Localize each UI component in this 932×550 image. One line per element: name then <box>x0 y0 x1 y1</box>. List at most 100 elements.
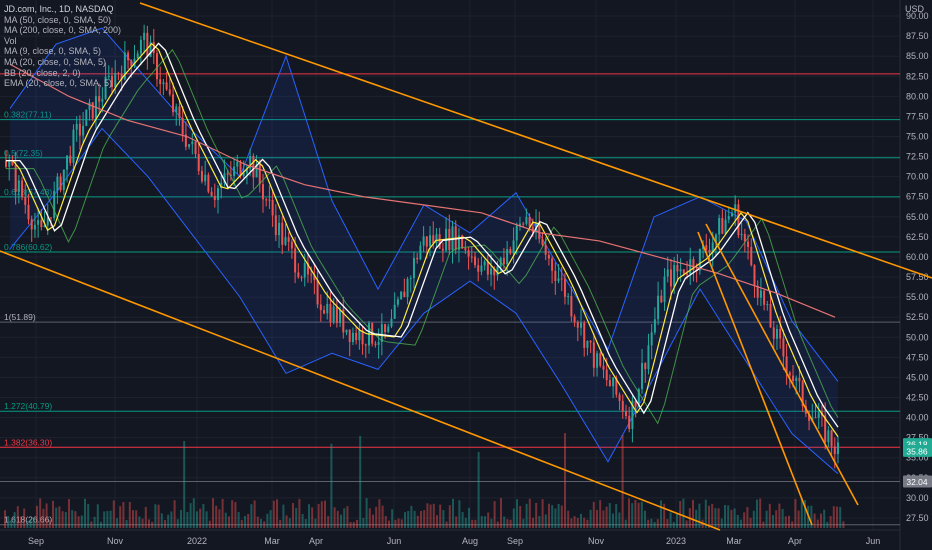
candle-body[interactable] <box>425 236 428 247</box>
trend-channel-line[interactable] <box>697 231 813 526</box>
candle-body[interactable] <box>387 326 390 333</box>
candle-body[interactable] <box>412 257 415 279</box>
candle-body[interactable] <box>509 249 512 254</box>
candle-body[interactable] <box>104 76 107 99</box>
candle-body[interactable] <box>467 250 470 257</box>
candle-body[interactable] <box>679 269 682 272</box>
candle-body[interactable] <box>91 102 94 119</box>
candle-body[interactable] <box>782 338 785 357</box>
candle-body[interactable] <box>107 76 110 78</box>
candle-body[interactable] <box>287 237 290 242</box>
candle-body[interactable] <box>779 328 782 339</box>
candle-body[interactable] <box>544 244 547 255</box>
candle-body[interactable] <box>563 278 566 297</box>
candle-body[interactable] <box>355 332 358 341</box>
candle-body[interactable] <box>168 89 171 95</box>
candle-body[interactable] <box>197 154 200 171</box>
candle-body[interactable] <box>290 241 293 249</box>
candle-body[interactable] <box>326 303 329 314</box>
candle-body[interactable] <box>75 123 78 130</box>
candle-body[interactable] <box>589 340 592 343</box>
candle-body[interactable] <box>245 168 248 174</box>
candle-body[interactable] <box>88 102 91 110</box>
candle-body[interactable] <box>660 295 663 303</box>
trend-channel-line[interactable] <box>139 2 932 279</box>
candle-body[interactable] <box>11 161 14 166</box>
candle-body[interactable] <box>310 274 313 276</box>
candle-body[interactable] <box>255 164 258 178</box>
legend-line[interactable]: EMA (20, close, 0, SMA, 5) <box>4 78 113 89</box>
candle-body[interactable] <box>409 278 412 280</box>
candle-body[interactable] <box>756 285 759 298</box>
candle-body[interactable] <box>759 290 762 298</box>
candle-body[interactable] <box>795 377 798 381</box>
candle-body[interactable] <box>284 237 287 245</box>
candle-body[interactable] <box>647 345 650 370</box>
candle-body[interactable] <box>159 79 162 85</box>
bollinger-lower[interactable] <box>9 127 839 475</box>
candle-body[interactable] <box>281 222 284 245</box>
candle-body[interactable] <box>85 109 88 126</box>
candle-body[interactable] <box>599 353 602 366</box>
candle-body[interactable] <box>570 295 573 317</box>
candle-body[interactable] <box>824 415 827 443</box>
candle-body[interactable] <box>213 195 216 200</box>
candle-body[interactable] <box>628 415 631 429</box>
candle-body[interactable] <box>663 276 666 303</box>
candle-body[interactable] <box>33 224 36 230</box>
candle-body[interactable] <box>480 265 483 272</box>
candle-body[interactable] <box>111 76 114 88</box>
candle-body[interactable] <box>686 273 689 275</box>
candle-body[interactable] <box>348 329 351 343</box>
candle-body[interactable] <box>194 141 197 155</box>
candle-body[interactable] <box>152 42 155 54</box>
candle-body[interactable] <box>14 165 17 193</box>
candle-body[interactable] <box>554 270 557 281</box>
candle-body[interactable] <box>165 82 168 90</box>
candle-body[interactable] <box>40 220 43 228</box>
candle-body[interactable] <box>506 249 509 265</box>
candle-body[interactable] <box>637 389 640 407</box>
candle-body[interactable] <box>27 204 30 220</box>
legend-line[interactable]: MA (200, close, 0, SMA, 200) <box>4 25 122 36</box>
candle-body[interactable] <box>149 42 152 57</box>
candle-body[interactable] <box>297 272 300 278</box>
ma9-line[interactable] <box>6 42 839 437</box>
candle-body[interactable] <box>155 53 158 80</box>
candle-body[interactable] <box>734 204 737 213</box>
candle-body[interactable] <box>339 309 342 323</box>
candle-body[interactable] <box>714 234 717 243</box>
candle-body[interactable] <box>306 263 309 275</box>
candle-body[interactable] <box>477 265 480 272</box>
candle-body[interactable] <box>258 164 261 185</box>
candle-body[interactable] <box>271 199 274 216</box>
candle-body[interactable] <box>323 310 326 314</box>
candle-body[interactable] <box>464 248 467 251</box>
candle-body[interactable] <box>657 295 660 320</box>
candle-body[interactable] <box>56 176 59 191</box>
candle-body[interactable] <box>522 223 525 225</box>
candle-body[interactable] <box>438 234 441 249</box>
candle-body[interactable] <box>114 73 117 88</box>
trend-channel-line[interactable] <box>705 223 859 506</box>
candle-body[interactable] <box>531 226 534 233</box>
candle-body[interactable] <box>384 324 387 333</box>
candle-body[interactable] <box>30 219 33 230</box>
candle-body[interactable] <box>233 166 236 176</box>
candle-body[interactable] <box>374 343 377 345</box>
candle-body[interactable] <box>422 236 425 246</box>
candle-body[interactable] <box>583 322 586 348</box>
candle-body[interactable] <box>493 268 496 276</box>
candle-body[interactable] <box>798 377 801 382</box>
candle-body[interactable] <box>303 263 306 278</box>
candle-body[interactable] <box>502 257 505 265</box>
candle-body[interactable] <box>268 199 271 201</box>
candle-body[interactable] <box>605 369 608 381</box>
candle-body[interactable] <box>567 295 570 297</box>
candle-body[interactable] <box>586 340 589 348</box>
candle-body[interactable] <box>101 98 104 102</box>
candle-body[interactable] <box>653 319 656 333</box>
candle-body[interactable] <box>592 342 595 368</box>
candle-body[interactable] <box>5 160 7 167</box>
